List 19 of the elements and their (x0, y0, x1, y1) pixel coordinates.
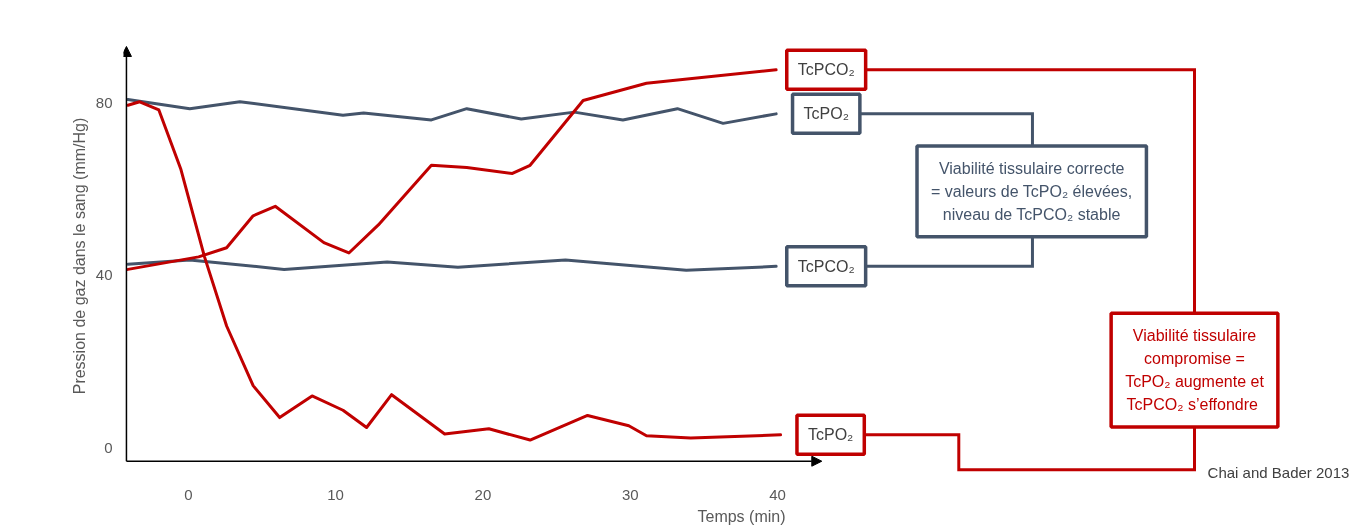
y-axis-title: Pression de gaz dans le sang (mm/Hg) (70, 117, 88, 395)
x-tick-label: 40 (769, 485, 786, 503)
x-tick-label: 30 (621, 485, 639, 503)
series-label: TcPO₂ (803, 105, 849, 123)
y-tick-label: 0 (104, 439, 113, 457)
line-series (126, 258, 778, 272)
y-tick-label: 80 (95, 93, 113, 111)
x-tick-label: 20 (474, 485, 492, 503)
text: Chai and Bader 2013 (1207, 463, 1350, 481)
line-series (126, 98, 778, 125)
x-tick-label: 10 (327, 485, 344, 503)
text: Viabilité tissulaire compromise = TcPO₂ augmente et TcPCO₂ s’effondre (1125, 327, 1265, 413)
x-axis-title: Temps (min) (697, 507, 786, 525)
x-tick-label: 0 (184, 485, 193, 503)
series-label: TcPCO₂ (797, 61, 855, 79)
text: Viabilité tissulaire correcte = valeurs de TcPO₂ élevées, niveau de TcPCO₂ stable (931, 159, 1133, 223)
y-tick-label: 40 (95, 266, 113, 284)
series-label: TcPCO₂ (797, 257, 855, 275)
series-label: TcPO₂ (807, 426, 854, 444)
